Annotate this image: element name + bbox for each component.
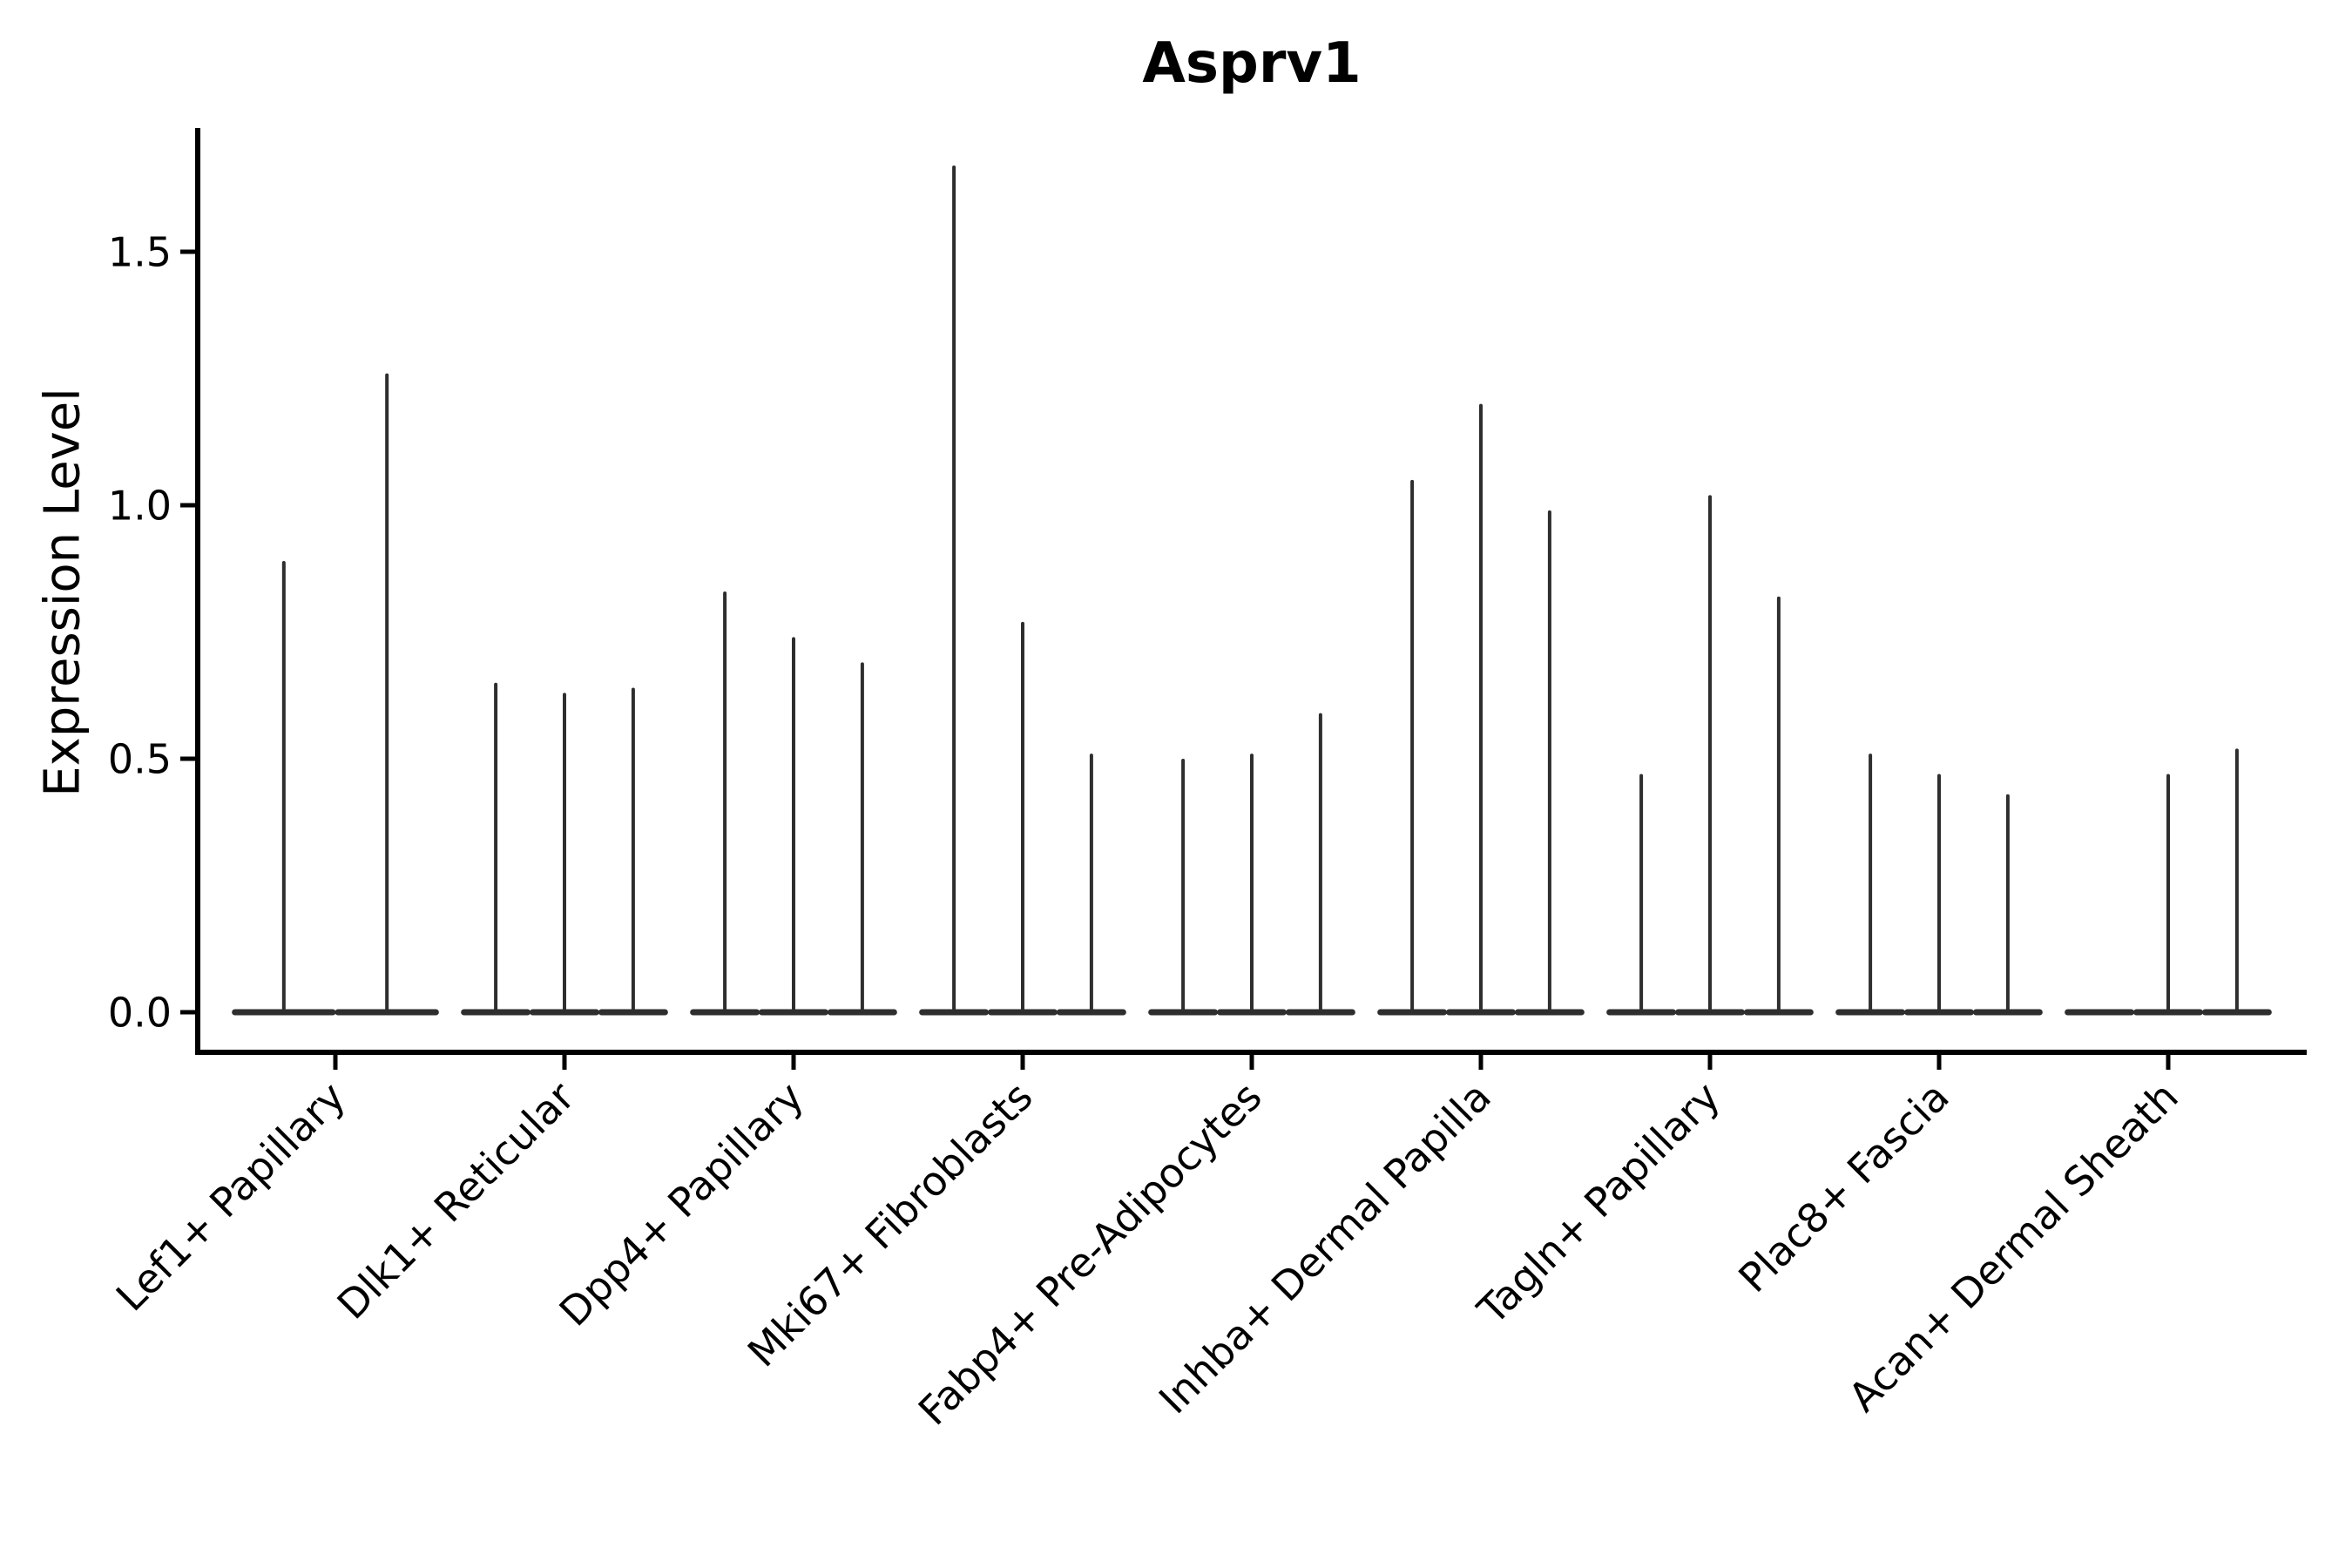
x-tick-label: Dpp4+ Papillary [551,1073,813,1335]
x-tick-label: Plac8+ Fascia [1729,1073,1957,1301]
x-tick-label: Tagln+ Papillary [1468,1073,1729,1335]
x-tick-label: Dlk1+ Reticular [328,1073,584,1328]
y-tick-label: 0.0 [108,990,172,1037]
y-tick-label: 1.0 [108,483,172,530]
y-tick-label: 0.5 [108,736,172,783]
y-axis-title: Expression Level [34,388,91,797]
plot-title: Asprv1 [1142,31,1362,96]
y-tick-label: 1.5 [108,229,172,276]
x-tick-label: Lef1+ Papillary [107,1073,355,1321]
